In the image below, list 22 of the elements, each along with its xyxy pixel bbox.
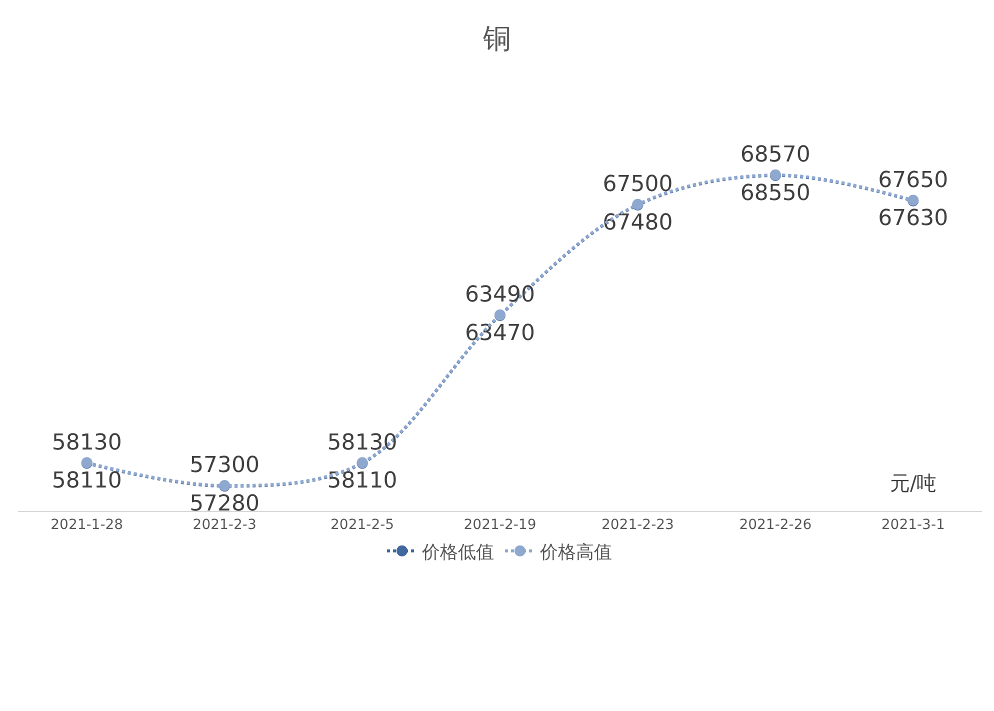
x-tick-label: 2021-3-1 [881, 516, 945, 533]
data-label: 68570 [740, 142, 810, 168]
legend-label: 价格低值 [421, 542, 494, 563]
x-tick-label: 2021-2-3 [192, 516, 256, 533]
chart-title: 铜 [482, 22, 511, 56]
data-label: 57300 [190, 453, 260, 478]
x-tick-label: 2021-1-28 [50, 516, 124, 533]
annotation: 元/吨 [890, 471, 937, 495]
data-label: 67630 [878, 206, 948, 232]
data-label: 67480 [602, 210, 673, 236]
data-label: 58110 [52, 468, 122, 494]
x-tick-label: 2021-2-5 [330, 516, 394, 533]
x-tick-label: 2021-2-19 [464, 516, 536, 533]
data-label: 68550 [740, 180, 810, 206]
data-label: 58110 [327, 468, 398, 494]
data-label: 58130 [52, 430, 122, 456]
data-label: 57280 [190, 491, 260, 516]
data-label: 67500 [602, 172, 673, 198]
x-tick-label: 2021-2-23 [601, 516, 674, 533]
x-tick-label: 2021-2-26 [739, 516, 812, 533]
legend-label: 价格高值 [539, 542, 612, 563]
data-label: 67650 [878, 168, 948, 193]
